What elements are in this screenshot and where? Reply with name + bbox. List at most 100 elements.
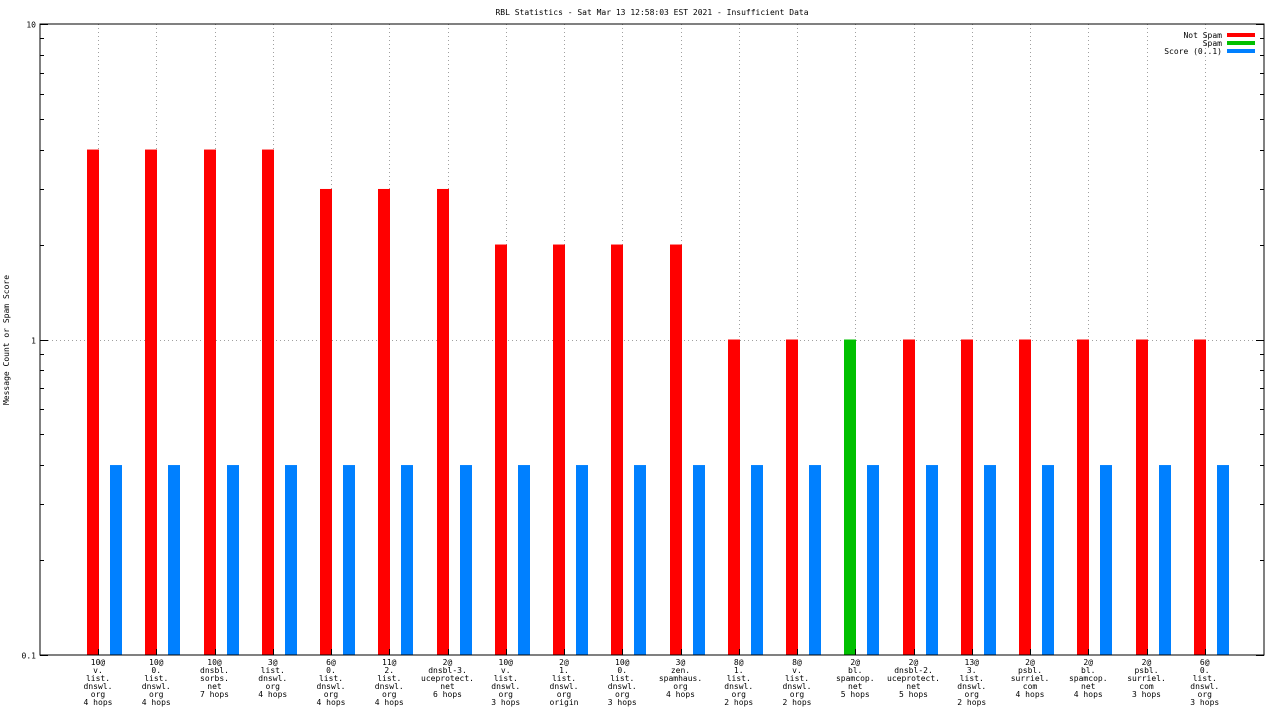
- x-tick-label-line: com: [1023, 682, 1038, 691]
- x-tick-label-line: org: [790, 690, 805, 699]
- bar-not-spam: [145, 149, 157, 655]
- x-tick-label-line: 2.: [384, 666, 394, 675]
- x-tick-label-line: dnswl.: [491, 682, 520, 691]
- x-tick-label-line: list.: [377, 674, 401, 683]
- x-tick-label-line: dnswl.: [957, 682, 986, 691]
- bar-score: [1159, 465, 1171, 655]
- x-tick-label-line: 0.: [151, 666, 161, 675]
- y-axis-label: Message Count or Spam Score: [2, 275, 11, 405]
- x-tick-label-line: 2 hops: [783, 698, 812, 707]
- x-tick-label: 6@ 0. list. dnswl. org 4 hops: [317, 658, 346, 707]
- x-tick-label-line: 0.: [617, 666, 627, 675]
- x-tick-label: 2@ dnsbl-2. uceprotect. net 5 hops: [887, 658, 940, 699]
- x-tick-label-line: 3 hops: [1190, 698, 1219, 707]
- x-tick-label-line: 0.: [1200, 666, 1210, 675]
- bar-score: [1100, 465, 1112, 655]
- x-tick-label-line: 4 hops: [1016, 690, 1045, 699]
- bar-not-spam: [378, 188, 390, 655]
- bar-score: [576, 465, 588, 655]
- x-tick-label-line: org: [266, 682, 281, 691]
- bar-not-spam: [728, 339, 740, 655]
- bar-not-spam: [1136, 339, 1148, 655]
- x-tick-label-line: uceprotect.: [887, 674, 940, 683]
- bar-not-spam: [320, 188, 332, 655]
- x-tick-label-line: 7 hops: [200, 690, 229, 699]
- x-tick-label-line: 3 hops: [1132, 690, 1161, 699]
- x-tick-label: 6@ 0. list. dnswl. org 3 hops: [1190, 658, 1219, 707]
- x-tick-label-line: dnswl.: [317, 682, 346, 691]
- x-tick-label-line: bl.: [1081, 666, 1095, 675]
- x-tick-label-line: dnswl.: [724, 682, 753, 691]
- x-tick-label-line: net: [848, 682, 863, 691]
- x-tick-label-line: dnswl.: [1190, 682, 1219, 691]
- x-tick-label-line: 2 hops: [724, 698, 753, 707]
- bar-score: [1042, 465, 1054, 655]
- bar-not-spam: [495, 244, 507, 656]
- bar-not-spam: [786, 339, 798, 655]
- x-tick-label-line: 4 hops: [258, 690, 287, 699]
- x-tick-label-line: list.: [960, 674, 984, 683]
- x-tick-label-line: dnsbl.: [200, 666, 229, 675]
- x-tick-label-line: uceprotect.: [421, 674, 474, 683]
- x-tick-label-line: list.: [319, 674, 343, 683]
- x-tick-label-line: 5 hops: [899, 690, 928, 699]
- x-tick-label-line: dnsbl-3.: [428, 666, 467, 675]
- x-tick-label-line: 2@: [909, 658, 919, 667]
- x-tick-label-line: org: [382, 690, 397, 699]
- x-tick-label-line: 10@: [499, 658, 514, 667]
- x-tick-label-line: list.: [86, 674, 110, 683]
- bar-not-spam: [611, 244, 623, 656]
- x-tick-label: 2@ 1. list. dnswl. org origin: [550, 658, 579, 707]
- x-tick-label: 3@ zen. spamhaus. org 4 hops: [659, 658, 702, 699]
- x-tick-label-line: dnswl.: [375, 682, 404, 691]
- x-tick-label-line: list.: [261, 666, 285, 675]
- ticks: 0.1 1 10: [22, 21, 1264, 661]
- x-tick-label: 10@ 0. list. dnswl. org 3 hops: [608, 658, 637, 707]
- x-tick-label-line: 3 hops: [491, 698, 520, 707]
- x-tick-label-line: net: [207, 682, 222, 691]
- bar-score: [751, 465, 763, 655]
- bar-not-spam: [553, 244, 565, 656]
- bar-score: [693, 465, 705, 655]
- bar-score: [401, 465, 413, 655]
- x-tick-label-line: org: [149, 690, 164, 699]
- bar-not-spam: [1019, 339, 1031, 655]
- x-tick-label-line: 6@: [326, 658, 336, 667]
- x-tick-label-line: 2 hops: [957, 698, 986, 707]
- x-tick-label: 10@ v. list. dnswl. org 3 hops: [491, 658, 520, 707]
- bar-spam: [844, 339, 856, 655]
- x-tick-label-line: org: [91, 690, 106, 699]
- bar-score: [518, 465, 530, 655]
- bar-not-spam: [204, 149, 216, 655]
- legend-label: Spam: [1203, 39, 1222, 48]
- legend-swatch: [1227, 41, 1255, 45]
- x-tick-label-line: 4 hops: [142, 698, 171, 707]
- bar-not-spam: [670, 244, 682, 656]
- bar-score: [460, 465, 472, 655]
- x-tick-label-line: spamcop.: [1069, 674, 1108, 683]
- bar-score: [984, 465, 996, 655]
- x-tick-label-line: spamhaus.: [659, 674, 702, 683]
- x-tick-label-line: v.: [792, 666, 802, 675]
- x-tick-label-line: v.: [501, 666, 511, 675]
- x-tick-label-line: 2@: [1025, 658, 1035, 667]
- x-tick-label: 10@ dnsbl. sorbs. net 7 hops: [200, 658, 229, 699]
- x-tick-label-line: org: [324, 690, 339, 699]
- x-tick-label-line: surriel.: [1011, 674, 1050, 683]
- x-tick-label: 2@ bl. spamcop. net 5 hops: [836, 658, 875, 699]
- x-tick-label: 2@ psbl. surriel. com 4 hops: [1011, 658, 1050, 699]
- x-tick-label-line: 4 hops: [1074, 690, 1103, 699]
- x-tick-label-line: org: [615, 690, 630, 699]
- x-tick-label-line: sorbs.: [200, 674, 229, 683]
- x-tick-label-line: list.: [144, 674, 168, 683]
- x-tick-label-line: dnswl.: [84, 682, 113, 691]
- x-tick-label-line: 1.: [559, 666, 569, 675]
- grid: [40, 24, 1264, 655]
- x-tick-label-line: dnswl.: [550, 682, 579, 691]
- x-tick-label-line: list.: [552, 674, 576, 683]
- bar-score: [926, 465, 938, 655]
- x-tick-label-line: dnswl.: [258, 674, 287, 683]
